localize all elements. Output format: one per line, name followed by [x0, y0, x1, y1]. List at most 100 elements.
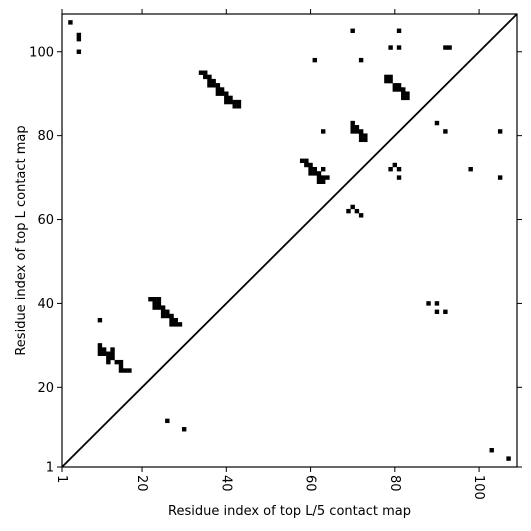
- contact-point-lower-5: [101, 351, 107, 356]
- contact-point-upper-70: [320, 166, 326, 172]
- contact-point-upper-27: [228, 95, 233, 101]
- contact-point-upper-45: [401, 95, 406, 101]
- contact-point-lower-2: [97, 347, 103, 352]
- contact-point-lower-38: [426, 301, 431, 306]
- contact-point-lower-0: [97, 317, 103, 323]
- x-tick-label: 80: [387, 475, 402, 492]
- contact-point-lower-28: [160, 313, 166, 319]
- contact-point-upper-9: [396, 45, 402, 50]
- contact-point-lower-35: [177, 322, 183, 327]
- contact-point-upper-78: [396, 166, 402, 172]
- contact-point-lower-16: [122, 368, 128, 373]
- contact-point-upper-73: [325, 175, 330, 180]
- y-tick-label: 40: [37, 297, 54, 312]
- contact-point-upper-54: [358, 133, 364, 138]
- contact-point-lower-18: [148, 297, 153, 302]
- contact-point-upper-55: [363, 133, 368, 138]
- contact-point-upper-23: [215, 91, 221, 96]
- y-tick-label: 20: [37, 381, 54, 396]
- contact-point-lower-24: [156, 305, 162, 310]
- contact-point-upper-0: [68, 20, 73, 25]
- contact-point-lower-15: [118, 368, 124, 373]
- contact-point-upper-52: [354, 129, 360, 134]
- x-tick-label: 100: [471, 475, 486, 500]
- contact-point-upper-5: [358, 57, 364, 63]
- contact-point-upper-40: [392, 87, 398, 92]
- contact-point-upper-42: [401, 87, 406, 92]
- contact-point-upper-63: [304, 162, 309, 168]
- contact-point-upper-8: [388, 45, 393, 50]
- contact-point-upper-41: [396, 87, 402, 92]
- contact-point-upper-50: [354, 125, 360, 130]
- contact-point-upper-7: [396, 28, 402, 33]
- contact-point-upper-4: [312, 57, 317, 63]
- contact-point-lower-7: [110, 347, 115, 352]
- contact-point-upper-85: [358, 213, 364, 218]
- contact-point-upper-60: [497, 129, 503, 134]
- contact-point-lower-41: [443, 309, 448, 315]
- contact-point-upper-10: [443, 45, 448, 50]
- contact-point-upper-26: [224, 95, 229, 101]
- contact-point-upper-24: [219, 91, 225, 96]
- y-tick-label: 1: [46, 461, 54, 476]
- contact-point-upper-35: [388, 74, 393, 80]
- contact-points-layer: [68, 20, 511, 461]
- contact-point-upper-22: [219, 87, 225, 92]
- contact-point-upper-53: [358, 129, 364, 134]
- contact-point-upper-67: [308, 171, 313, 176]
- contact-point-lower-10: [110, 351, 115, 356]
- contact-point-lower-19: [152, 297, 157, 302]
- contact-point-upper-66: [312, 166, 317, 172]
- contact-point-upper-69: [316, 171, 322, 176]
- diagonal-line: [61, 13, 518, 468]
- contact-point-lower-6: [106, 351, 111, 356]
- contact-point-upper-13: [203, 70, 208, 75]
- contact-point-upper-43: [401, 91, 406, 96]
- contact-point-upper-46: [405, 95, 410, 101]
- contact-point-lower-20: [156, 297, 162, 302]
- contact-point-lower-14: [118, 364, 124, 369]
- contact-point-upper-48: [350, 120, 355, 126]
- contact-point-upper-47: [320, 129, 326, 134]
- contact-point-upper-17: [211, 78, 216, 84]
- contact-point-upper-32: [236, 104, 242, 109]
- x-axis-label: Residue index of top L/5 contact map: [168, 504, 411, 519]
- contact-point-upper-72: [320, 175, 326, 180]
- contact-point-upper-31: [232, 104, 237, 109]
- contact-point-lower-36: [165, 418, 170, 424]
- contact-point-upper-75: [320, 179, 326, 184]
- contact-point-lower-42: [489, 448, 494, 453]
- contact-point-lower-23: [152, 305, 157, 310]
- contact-point-upper-16: [207, 78, 212, 84]
- contact-point-lower-17: [127, 368, 132, 373]
- contact-point-upper-62: [304, 158, 309, 164]
- contact-point-upper-37: [388, 78, 393, 84]
- contact-point-lower-31: [169, 317, 174, 323]
- contact-point-lower-30: [169, 313, 174, 319]
- contact-point-upper-49: [350, 125, 355, 130]
- contact-point-lower-9: [110, 355, 115, 361]
- contact-point-upper-19: [211, 83, 216, 88]
- contact-point-lower-40: [434, 309, 440, 315]
- contact-point-lower-25: [160, 305, 166, 310]
- contact-point-upper-64: [308, 162, 313, 168]
- contact-point-upper-83: [350, 204, 355, 210]
- contact-point-upper-38: [392, 83, 398, 88]
- contact-point-lower-21: [152, 301, 157, 306]
- contact-point-upper-21: [215, 87, 221, 92]
- contact-point-lower-8: [106, 355, 111, 361]
- contact-point-upper-84: [354, 208, 360, 214]
- contact-point-upper-61: [299, 158, 305, 164]
- contact-point-lower-34: [173, 322, 178, 327]
- contact-point-lower-12: [114, 359, 119, 365]
- contact-point-upper-28: [224, 99, 229, 105]
- contact-point-lower-3: [101, 347, 107, 352]
- contact-point-upper-34: [384, 74, 389, 80]
- contact-point-upper-20: [215, 83, 221, 88]
- contact-point-upper-57: [363, 137, 368, 143]
- y-tick-label: 60: [37, 213, 54, 228]
- contact-point-upper-25: [224, 91, 229, 96]
- contact-point-upper-59: [443, 129, 448, 134]
- contact-point-lower-22: [156, 301, 162, 306]
